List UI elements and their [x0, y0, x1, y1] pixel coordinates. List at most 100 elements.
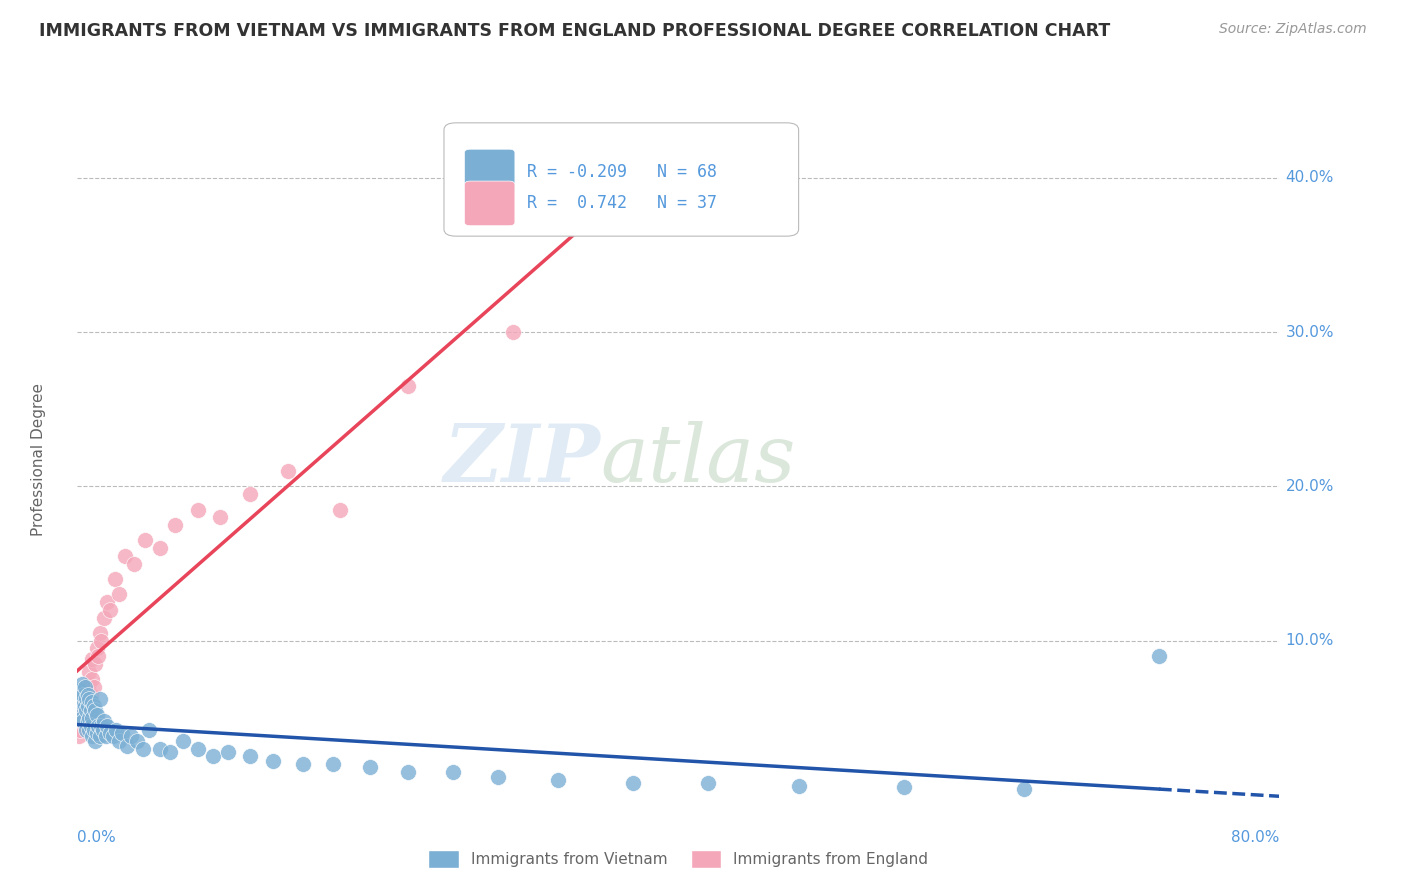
Point — [93, 714, 115, 728]
Point — [262, 754, 284, 768]
Point — [82, 696, 104, 710]
Point — [149, 741, 172, 756]
Point — [73, 698, 96, 713]
Point — [108, 734, 131, 748]
Point — [75, 703, 97, 717]
Text: 30.0%: 30.0% — [1285, 325, 1334, 340]
Point — [186, 741, 209, 756]
Point — [329, 502, 352, 516]
Point — [86, 707, 108, 722]
Point — [86, 726, 108, 740]
Text: IMMIGRANTS FROM VIETNAM VS IMMIGRANTS FROM ENGLAND PROFESSIONAL DEGREE CORRELATI: IMMIGRANTS FROM VIETNAM VS IMMIGRANTS FR… — [39, 22, 1111, 40]
Point — [277, 464, 299, 478]
Point — [396, 379, 419, 393]
Text: 80.0%: 80.0% — [1232, 830, 1279, 846]
Point — [217, 745, 239, 759]
Point — [163, 518, 186, 533]
Point — [108, 587, 131, 601]
Point — [96, 718, 118, 732]
Point — [84, 734, 107, 748]
Point — [83, 680, 105, 694]
Point — [72, 703, 94, 717]
Text: atlas: atlas — [600, 421, 796, 498]
Point — [1149, 649, 1171, 664]
Point — [76, 703, 98, 717]
Point — [86, 641, 108, 656]
Point — [114, 549, 136, 563]
Point — [120, 730, 142, 744]
Point — [67, 703, 90, 717]
Text: R =  0.742   N = 37: R = 0.742 N = 37 — [527, 194, 717, 212]
Text: 40.0%: 40.0% — [1285, 170, 1334, 186]
FancyBboxPatch shape — [444, 123, 799, 236]
Point — [82, 711, 104, 725]
Point — [67, 730, 90, 744]
Point — [441, 764, 464, 779]
Text: ZIP: ZIP — [443, 421, 600, 498]
Point — [84, 657, 107, 671]
Point — [70, 677, 93, 691]
Point — [186, 502, 209, 516]
Point — [83, 723, 105, 738]
Point — [75, 683, 97, 698]
Point — [90, 633, 112, 648]
Point — [787, 779, 810, 793]
Point — [90, 718, 112, 732]
Point — [209, 510, 232, 524]
Point — [134, 533, 156, 548]
Point — [79, 665, 101, 679]
Point — [79, 711, 101, 725]
Point — [359, 760, 381, 774]
Point — [76, 688, 98, 702]
Point — [89, 626, 111, 640]
Point — [111, 726, 134, 740]
FancyBboxPatch shape — [464, 149, 515, 194]
Point — [72, 688, 94, 702]
Point — [82, 673, 104, 687]
Text: 0.0%: 0.0% — [77, 830, 117, 846]
Point — [396, 764, 419, 779]
Legend: Immigrants from Vietnam, Immigrants from England: Immigrants from Vietnam, Immigrants from… — [422, 845, 935, 874]
Point — [239, 487, 262, 501]
Point — [1012, 781, 1035, 796]
Point — [172, 734, 194, 748]
Point — [80, 703, 103, 717]
Point — [87, 718, 110, 732]
Point — [105, 723, 128, 738]
Point — [138, 723, 160, 738]
Point — [82, 730, 104, 744]
Point — [87, 649, 110, 664]
Point — [100, 603, 122, 617]
Point — [547, 772, 569, 787]
Point — [127, 734, 149, 748]
Point — [70, 714, 93, 728]
Point — [652, 155, 675, 169]
Point — [322, 757, 344, 772]
Point — [893, 780, 915, 795]
Point — [104, 572, 127, 586]
Point — [239, 749, 262, 764]
Point — [89, 692, 111, 706]
Point — [115, 739, 138, 753]
Point — [83, 698, 105, 713]
Point — [79, 692, 101, 706]
Point — [132, 741, 155, 756]
Point — [69, 723, 91, 738]
Point — [72, 714, 94, 728]
Point — [96, 595, 118, 609]
Point — [84, 703, 107, 717]
Point — [80, 688, 103, 702]
Point — [69, 683, 91, 698]
Point — [73, 718, 96, 732]
Point — [697, 776, 720, 790]
FancyBboxPatch shape — [464, 181, 515, 226]
Point — [76, 698, 98, 713]
Point — [93, 610, 115, 624]
Point — [103, 730, 125, 744]
Text: 10.0%: 10.0% — [1285, 633, 1334, 648]
Point — [159, 745, 181, 759]
Point — [94, 730, 117, 744]
Point — [73, 680, 96, 694]
Point — [76, 714, 98, 728]
Point — [149, 541, 172, 555]
